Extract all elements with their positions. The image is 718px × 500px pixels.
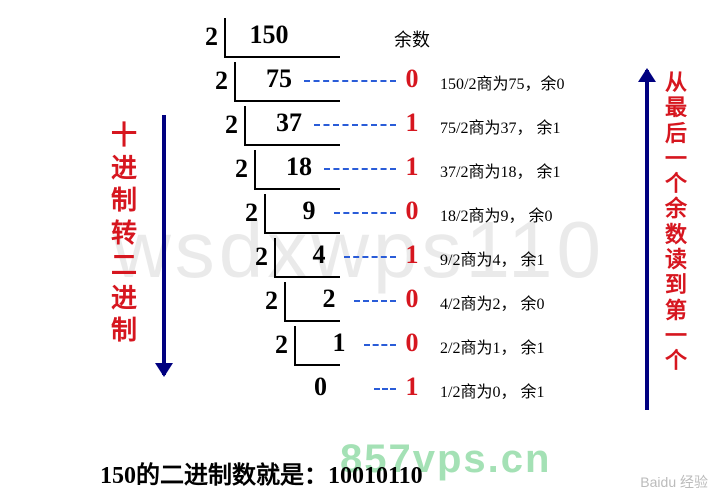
remainder-digit: 0: [400, 196, 424, 226]
vbar: [294, 326, 296, 366]
divisor: 2: [220, 154, 248, 184]
left-vertical-title: 十进制转二进制: [110, 120, 138, 348]
quotient: 9: [274, 196, 344, 226]
step-note: 18/2商为9， 余0: [440, 202, 552, 226]
remainder-digit: 0: [400, 328, 424, 358]
remainder-digit: 0: [400, 64, 424, 94]
left-arrow-down-icon: [155, 115, 173, 375]
step-note: 2/2商为1， 余1: [440, 334, 544, 358]
division-row: 2 150 余数: [190, 14, 650, 58]
division-row: 29 0 18/2商为9， 余0: [190, 190, 650, 234]
dash-connector: [364, 344, 396, 346]
remainder-digit: 1: [400, 240, 424, 270]
dash-connector: [324, 168, 396, 170]
quotient: 18: [264, 152, 334, 182]
right-vertical-title: 从最后一个余数读到第一个: [664, 70, 688, 374]
step-note: 75/2商为37， 余1: [440, 114, 560, 138]
divisor: 2: [230, 198, 258, 228]
divisor: 2: [210, 110, 238, 140]
dash-connector: [344, 256, 396, 258]
step-note: 9/2商为4， 余1: [440, 246, 544, 270]
remainder-digit: 1: [400, 152, 424, 182]
step-note: 4/2商为2， 余0: [440, 290, 544, 314]
division-row: 01 1/2商为0， 余1: [190, 366, 650, 410]
vbar: [274, 238, 276, 278]
vbar: [234, 62, 236, 102]
vbar: [284, 282, 286, 322]
diagram-stage: 十进制转二进制 从最后一个余数读到第一个 2150余数2750150/2商为75…: [0, 0, 718, 500]
conclusion-value: 10010110: [328, 463, 423, 489]
divisor: 2: [250, 286, 278, 316]
divisor: 2: [190, 22, 218, 52]
division-row: 2 75 0 150/2商为75，余0: [190, 58, 650, 102]
divisor: 2: [200, 66, 228, 96]
remainder-digit: 1: [400, 372, 424, 402]
division-row: 2 18 1 37/2商为18， 余1: [190, 146, 650, 190]
vbar: [224, 18, 226, 58]
dash-connector: [334, 212, 396, 214]
quotient: 37: [254, 108, 324, 138]
dash-connector: [314, 124, 396, 126]
dash-connector: [374, 388, 396, 390]
step-note: 1/2商为0， 余1: [440, 378, 544, 402]
remainder-digit: 1: [400, 108, 424, 138]
dash-connector: [354, 300, 396, 302]
vbar: [264, 194, 266, 234]
divisor: 2: [260, 330, 288, 360]
step-note: 150/2商为75，余0: [440, 70, 564, 94]
remainder-digit: 0: [400, 284, 424, 314]
vbar: [254, 150, 256, 190]
divisor: 2: [240, 242, 268, 272]
remainder-header: 余数: [394, 26, 430, 52]
quotient: 4: [284, 240, 354, 270]
division-row: 24 1 9/2商为4， 余1: [190, 234, 650, 278]
division-row: 2 37 1 75/2商为37， 余1: [190, 102, 650, 146]
quotient: 2: [294, 284, 364, 314]
dash-connector: [304, 80, 396, 82]
final-quotient: 0: [314, 372, 384, 402]
vbar: [244, 106, 246, 146]
step-note: 37/2商为18， 余1: [440, 158, 560, 182]
division-row: 210 2/2商为1， 余1: [190, 322, 650, 366]
quotient: 150: [234, 20, 304, 50]
conclusion: 150的二进制数就是：10010110: [100, 455, 423, 490]
conclusion-label: 150的二进制数就是：: [100, 463, 328, 489]
quotient: 1: [304, 328, 374, 358]
quotient: 75: [244, 64, 314, 94]
division-row: 22 0 4/2商为2， 余0: [190, 278, 650, 322]
